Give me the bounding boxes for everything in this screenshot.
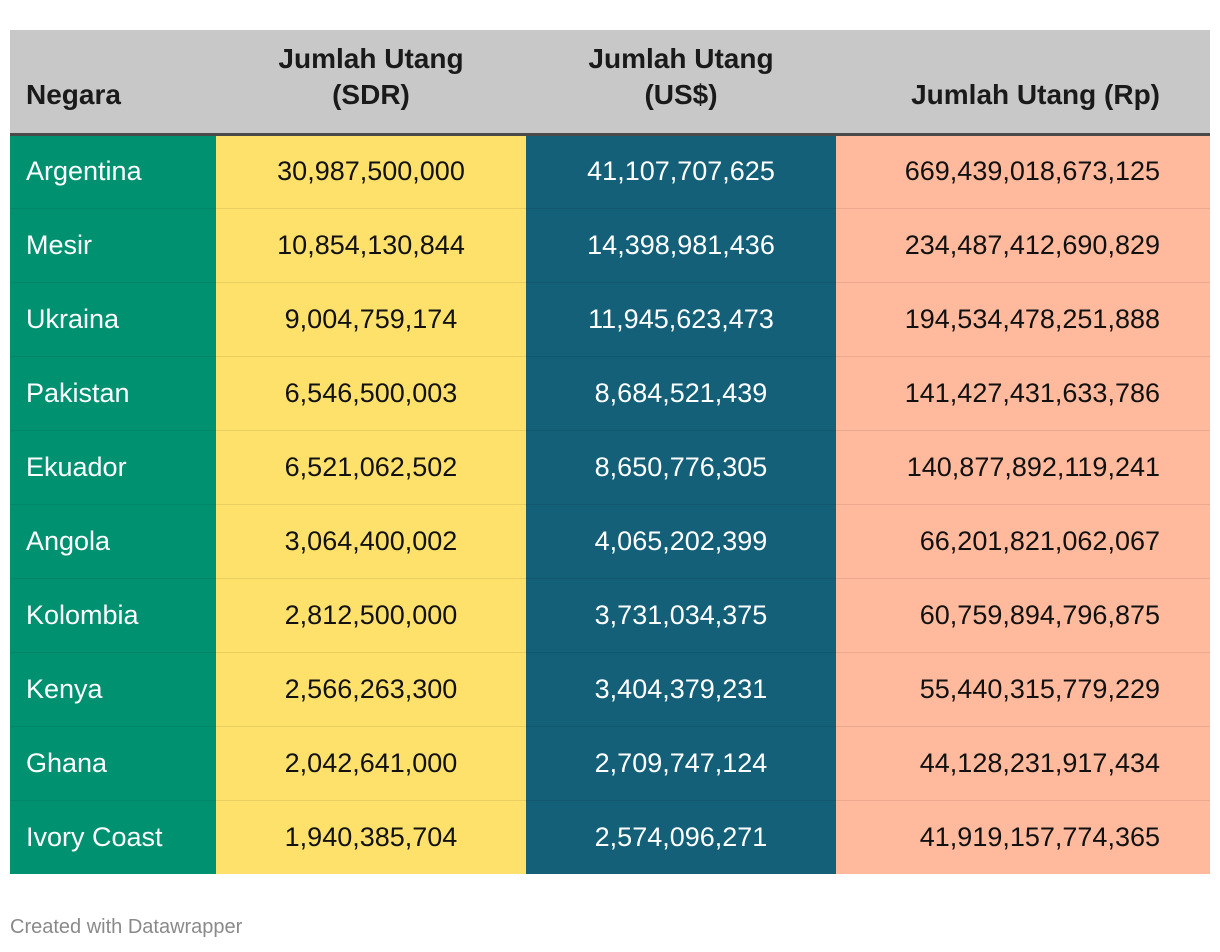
- header-rp-line-1: Jumlah Utang (Rp): [911, 78, 1160, 110]
- table-row: Ukraina 9,004,759,174 11,945,623,473 194…: [10, 282, 1210, 357]
- cell-rp: 44,128,231,917,434: [836, 726, 1210, 801]
- table-row: Argentina 30,987,500,000 41,107,707,625 …: [10, 134, 1210, 209]
- cell-rp: 141,427,431,633,786: [836, 356, 1210, 431]
- table-row: Pakistan 6,546,500,003 8,684,521,439 141…: [10, 356, 1210, 431]
- cell-rp: 55,440,315,779,229: [836, 652, 1210, 727]
- cell-sdr: 3,064,400,002: [216, 504, 526, 579]
- cell-rp: 41,919,157,774,365: [836, 800, 1210, 874]
- table-row: Angola 3,064,400,002 4,065,202,399 66,20…: [10, 504, 1210, 579]
- debt-table-container: Negara Jumlah Utang (SDR) Jumlah Utang (…: [10, 30, 1210, 874]
- table-row: Mesir 10,854,130,844 14,398,981,436 234,…: [10, 208, 1210, 283]
- header-usd[interactable]: Jumlah Utang (US$): [526, 30, 836, 136]
- header-rp[interactable]: Jumlah Utang (Rp): [836, 30, 1210, 136]
- cell-rp: 194,534,478,251,888: [836, 282, 1210, 357]
- cell-sdr: 6,546,500,003: [216, 356, 526, 431]
- header-country[interactable]: Negara: [10, 30, 216, 136]
- cell-usd: 14,398,981,436: [526, 208, 836, 283]
- header-sdr-line-2: (SDR): [332, 78, 410, 110]
- cell-country: Pakistan: [10, 356, 216, 431]
- cell-rp: 234,487,412,690,829: [836, 208, 1210, 283]
- cell-sdr: 10,854,130,844: [216, 208, 526, 283]
- cell-usd: 2,709,747,124: [526, 726, 836, 801]
- table-row: Ekuador 6,521,062,502 8,650,776,305 140,…: [10, 430, 1210, 505]
- cell-country: Kenya: [10, 652, 216, 727]
- cell-country: Angola: [10, 504, 216, 579]
- cell-sdr: 9,004,759,174: [216, 282, 526, 357]
- cell-rp: 669,439,018,673,125: [836, 134, 1210, 209]
- header-sdr[interactable]: Jumlah Utang (SDR): [216, 30, 526, 136]
- cell-sdr: 2,812,500,000: [216, 578, 526, 653]
- header-sdr-line-1: Jumlah Utang: [278, 42, 464, 74]
- header-usd-line-1: Jumlah Utang: [588, 42, 774, 74]
- cell-country: Ukraina: [10, 282, 216, 357]
- cell-sdr: 30,987,500,000: [216, 134, 526, 209]
- datawrapper-credit[interactable]: Created with Datawrapper: [10, 916, 243, 938]
- table-row: Ghana 2,042,641,000 2,709,747,124 44,128…: [10, 726, 1210, 801]
- cell-usd: 8,684,521,439: [526, 356, 836, 431]
- cell-country: Mesir: [10, 208, 216, 283]
- cell-country: Ghana: [10, 726, 216, 801]
- cell-country: Kolombia: [10, 578, 216, 653]
- header-usd-line-2: (US$): [644, 78, 718, 110]
- cell-sdr: 2,042,641,000: [216, 726, 526, 801]
- cell-usd: 41,107,707,625: [526, 134, 836, 209]
- cell-rp: 140,877,892,119,241: [836, 430, 1210, 505]
- cell-rp: 66,201,821,062,067: [836, 504, 1210, 579]
- table-row: Ivory Coast 1,940,385,704 2,574,096,271 …: [10, 800, 1210, 874]
- cell-country: Ekuador: [10, 430, 216, 505]
- table-row: Kolombia 2,812,500,000 3,731,034,375 60,…: [10, 578, 1210, 653]
- cell-usd: 3,731,034,375: [526, 578, 836, 653]
- cell-usd: 4,065,202,399: [526, 504, 836, 579]
- debt-table: Negara Jumlah Utang (SDR) Jumlah Utang (…: [10, 30, 1210, 874]
- cell-usd: 11,945,623,473: [526, 282, 836, 357]
- table-row: Kenya 2,566,263,300 3,404,379,231 55,440…: [10, 652, 1210, 727]
- cell-usd: 3,404,379,231: [526, 652, 836, 727]
- cell-country: Argentina: [10, 134, 216, 209]
- cell-rp: 60,759,894,796,875: [836, 578, 1210, 653]
- table-body: Argentina 30,987,500,000 41,107,707,625 …: [10, 134, 1210, 874]
- cell-usd: 2,574,096,271: [526, 800, 836, 874]
- cell-usd: 8,650,776,305: [526, 430, 836, 505]
- cell-sdr: 2,566,263,300: [216, 652, 526, 727]
- header-country-line-1: Negara: [26, 78, 121, 110]
- table-header-row: Negara Jumlah Utang (SDR) Jumlah Utang (…: [10, 30, 1210, 136]
- cell-sdr: 6,521,062,502: [216, 430, 526, 505]
- cell-sdr: 1,940,385,704: [216, 800, 526, 874]
- cell-country: Ivory Coast: [10, 800, 216, 874]
